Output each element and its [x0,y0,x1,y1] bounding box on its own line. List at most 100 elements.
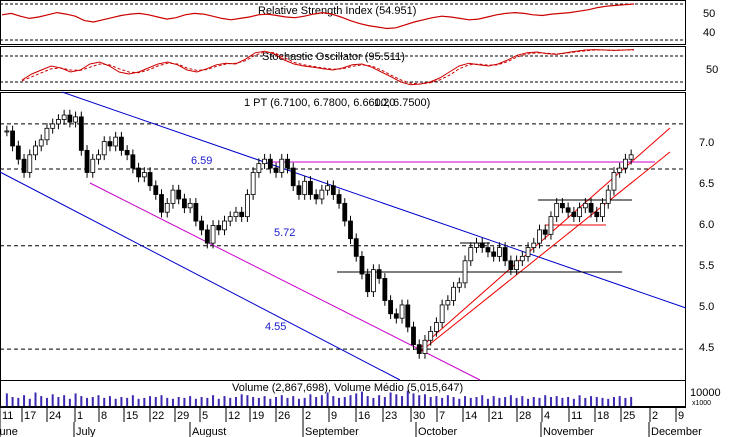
candle-body [56,119,61,125]
volume-bar [74,393,77,406]
volume-bar [286,397,289,406]
volume-bar [555,396,558,406]
candle-body [560,202,565,209]
volume-bar [504,397,507,406]
volume-bar [194,398,197,406]
candle-body [548,216,554,235]
volume-bar [527,398,530,406]
candle-body [422,339,428,354]
candle-body [348,220,353,240]
volume-bar [297,398,300,406]
volume-bar [561,397,564,406]
candle-body [136,167,141,178]
candle-body [96,154,101,160]
rsi-panel: Relative Strength Index (54.951) 50 40 [0,3,715,41]
volume-bar [160,395,163,406]
volume-bar [418,395,421,406]
volume-bar [441,397,444,406]
volume-bar [86,397,89,406]
stoch-tick-50: 50 [706,64,718,76]
volume-bar [326,392,329,406]
candle-body [101,141,107,156]
candle-body [78,116,84,151]
candle-body [204,229,210,244]
candle-body [256,163,262,173]
volume-bar [532,397,535,406]
candle-body [4,130,10,133]
candle-body [405,304,411,328]
volume-bar [332,396,335,406]
x-day-label: 12 [228,410,240,422]
candle-body [153,185,159,195]
volume-bar [137,398,140,406]
stochastic-lines [21,49,635,86]
x-day-label: 14 [465,410,477,422]
volume-bar [263,396,266,406]
volume-bar [143,397,146,406]
candle-body [571,211,577,218]
volume-bar [183,397,186,406]
volume-bar [303,397,306,406]
x-month-label: October [418,426,457,437]
volume-bar [378,395,381,406]
candle-body [600,202,605,218]
volume-bar [372,397,375,406]
price-tick-7-0: 7.0 [699,137,714,149]
rsi-series-line [1,3,635,30]
volume-bar [166,397,169,406]
volume-bar [240,394,243,406]
volume-bar [423,394,426,406]
volume-bar [612,397,615,406]
volume-bar [45,397,48,406]
volume-bar [549,397,552,406]
candle-body [502,247,508,262]
x-day-label: 22 [152,410,164,422]
candle-body [565,207,571,213]
candle-body [474,242,479,248]
candle-body [416,344,422,354]
candle-body [537,229,542,244]
volume-bar [223,396,226,406]
volume-bar [120,397,123,406]
candle-body [273,167,279,173]
candle-body [623,158,628,169]
volume-bar [103,397,106,406]
volume-bar [149,396,152,406]
candle-body [319,189,325,200]
candle-body [359,255,365,275]
rsi-tick-50: 50 [703,8,715,20]
candle-body [371,269,376,293]
x-day-label: 9 [331,410,337,422]
x-month-label: November [543,426,594,437]
candle-body [445,300,451,306]
volume-bar [229,397,232,406]
volume-bar [189,396,192,406]
candle-body [159,194,164,213]
candle-body [617,167,623,173]
candle-body [330,185,336,195]
price-tick-6-0: 6.0 [699,219,714,231]
candle-body [119,136,124,151]
x-month-label: September [305,426,359,437]
volume-bar [452,397,455,406]
candle-body [542,229,548,235]
volume-bar [200,397,203,406]
price-panel: 1 PT (6.7100, 6.7800, 6.6600, 6.7500) 1.… [0,91,714,381]
stochastic-panel-frame [0,46,686,91]
candle-body [15,145,21,160]
volume-bar [481,395,484,406]
candle-body [222,220,227,231]
x-day-label: 24 [49,410,61,422]
x-day-label: 29 [177,410,189,422]
volume-unit-label: x1000 [692,400,711,407]
level-label-5-72: 5.72 [274,227,295,239]
volume-bar [601,397,604,406]
candle-body [468,247,474,262]
candle-body [594,211,600,218]
volume-bar [578,395,581,406]
volume-bar [126,397,129,406]
candle-body [216,225,222,231]
volume-bar [618,396,621,406]
x-day-label: 1 [77,410,83,422]
